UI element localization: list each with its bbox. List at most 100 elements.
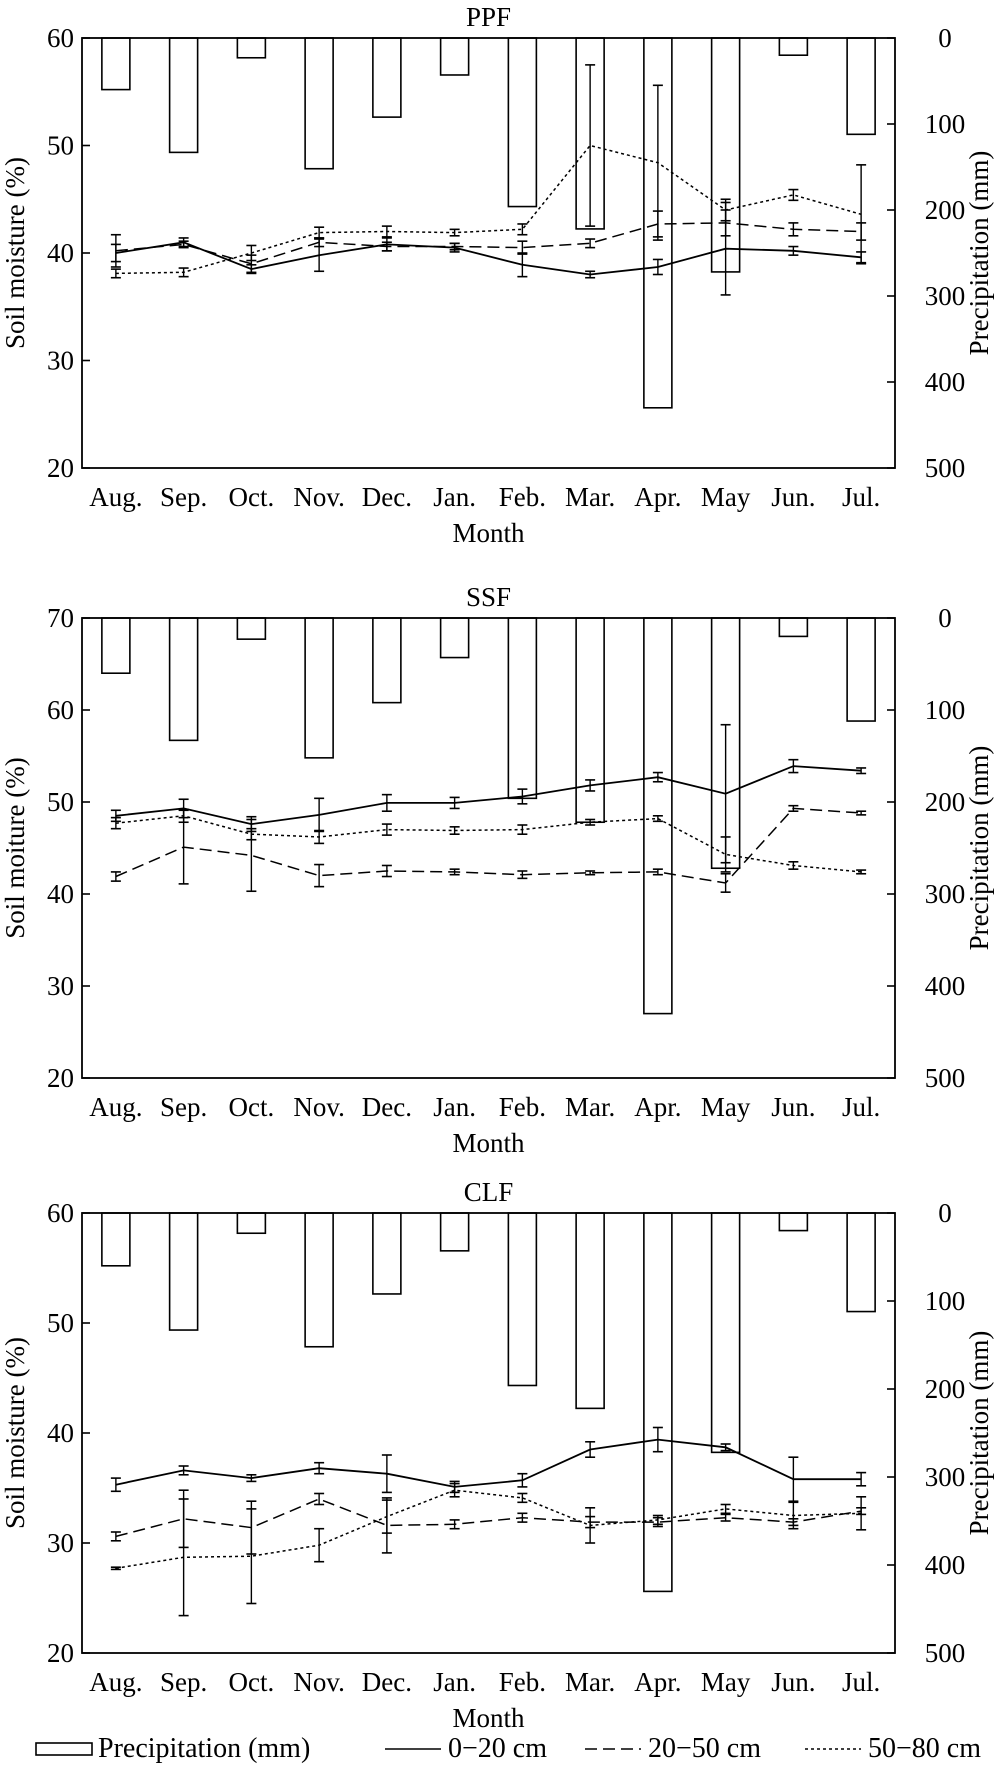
error-bar: [449, 228, 460, 237]
plot-frame: [81, 617, 896, 1079]
x-tick-label: Feb.: [499, 1667, 546, 1697]
y2-tick-label: 0: [938, 603, 952, 633]
error-bar: [788, 1501, 799, 1530]
precip-bar: [372, 617, 402, 704]
precip-bar: [507, 1212, 538, 1387]
y2-tick-label: 300: [925, 1462, 966, 1492]
precip-bar: [778, 617, 809, 638]
error-bar: [517, 788, 528, 805]
x-tick-label: Jun.: [771, 482, 815, 512]
x-tick-label: Dec.: [362, 482, 412, 512]
precip-bar: [846, 37, 876, 136]
precip-bar: [236, 37, 267, 59]
x-tick-label: Jan.: [433, 1667, 476, 1697]
precip-bar: [236, 1212, 267, 1235]
error-bar: [381, 225, 392, 238]
precip-bar: [372, 1212, 402, 1295]
error-bar: [449, 868, 460, 876]
x-tick-label: Jan.: [433, 482, 476, 512]
error-bar: [856, 1471, 867, 1487]
x-tick-label: Nov.: [293, 1667, 345, 1697]
error-bar: [110, 268, 121, 279]
error-bar: [178, 1465, 189, 1476]
error-bar: [314, 829, 325, 845]
error-bar: [246, 244, 257, 262]
error-bar: [720, 872, 731, 893]
legend-label: Precipitation (mm): [98, 1733, 310, 1764]
x-tick-label: Jul.: [842, 482, 880, 512]
error-bar: [585, 64, 596, 227]
error-bar: [517, 1472, 528, 1488]
y-tick-label: 40: [47, 1418, 74, 1448]
series-line-dashed: [115, 222, 862, 265]
x-tick-label: Mar.: [565, 482, 615, 512]
error-bar: [110, 816, 121, 830]
error-bar: [652, 84, 663, 241]
x-tick-label: Apr.: [634, 1092, 681, 1122]
y2-tick-label: 0: [938, 1198, 952, 1228]
y-tick-label: 70: [47, 603, 74, 633]
y-tick-label: 40: [47, 238, 74, 268]
series-line-dotted: [115, 815, 862, 873]
error-bar: [720, 1503, 731, 1515]
legend-label: 20−50 cm: [648, 1733, 761, 1764]
y2-tick-label: 500: [925, 1638, 966, 1668]
y2-tick-label: 300: [925, 879, 966, 909]
error-bar: [449, 1482, 460, 1498]
x-tick-label: Oct.: [229, 1092, 275, 1122]
precip-bar: [372, 37, 402, 118]
error-bar: [585, 270, 596, 279]
error-bar: [517, 240, 528, 255]
error-bar: [585, 238, 596, 249]
precip-bar: [439, 1212, 470, 1252]
x-tick-label: Nov.: [293, 1092, 345, 1122]
x-axis-label: Month: [452, 1128, 525, 1158]
x-tick-label: Aug.: [89, 1092, 142, 1122]
legend-item-dotted: 50−80 cm: [805, 1733, 981, 1764]
y2-tick-label: 100: [925, 1286, 966, 1316]
precip-bar: [643, 1212, 673, 1593]
error-bar: [381, 1499, 392, 1534]
error-bar: [517, 870, 528, 880]
error-bar: [856, 869, 867, 875]
x-tick-label: Nov.: [293, 482, 345, 512]
y-tick-label: 30: [47, 971, 74, 1001]
error-bar: [517, 1492, 528, 1504]
error-bar: [585, 1441, 596, 1458]
error-bar: [449, 796, 460, 810]
error-bar: [856, 164, 867, 265]
error-bar: [110, 233, 121, 268]
x-tick-label: Apr.: [634, 1667, 681, 1697]
error-bar: [788, 245, 799, 256]
error-bar: [381, 1454, 392, 1494]
legend: Precipitation (mm) 0−20 cm 20−50 cm 50−80 c…: [35, 1733, 981, 1764]
error-bar: [788, 860, 799, 870]
error-bar: [788, 1456, 799, 1502]
x-tick-label: Mar.: [565, 1667, 615, 1697]
error-bar: [585, 870, 596, 876]
series-line-dashed: [115, 1498, 862, 1538]
chart-title: CLF: [464, 1177, 514, 1207]
series-line-dotted: [115, 1489, 862, 1570]
plot-frame: [81, 37, 896, 469]
y-tick-label: 30: [47, 346, 74, 376]
y2-axis-label: Precipitation (mm): [964, 746, 994, 951]
y2-tick-label: 500: [925, 453, 966, 483]
error-bar: [856, 767, 867, 775]
precip-bar: [304, 617, 334, 759]
error-bar: [449, 1519, 460, 1530]
precip-bar: [168, 617, 199, 742]
y-tick-label: 50: [47, 131, 74, 161]
error-bar: [246, 1474, 257, 1483]
legend-label: 50−80 cm: [868, 1733, 981, 1764]
error-bar: [381, 241, 392, 252]
error-bar: [652, 1426, 663, 1453]
x-tick-label: Sep.: [160, 1667, 207, 1697]
y-tick-label: 20: [47, 1063, 74, 1093]
precip-bar: [168, 1212, 199, 1331]
x-tick-label: Feb.: [499, 1092, 546, 1122]
chart-panel-ssf: SSF 20 30 40 50 60 70 0 100 200 300 400 500 Aug. Sep. O…: [0, 582, 994, 1158]
series-line-solid: [115, 1438, 862, 1488]
y2-tick-label: 200: [925, 787, 966, 817]
